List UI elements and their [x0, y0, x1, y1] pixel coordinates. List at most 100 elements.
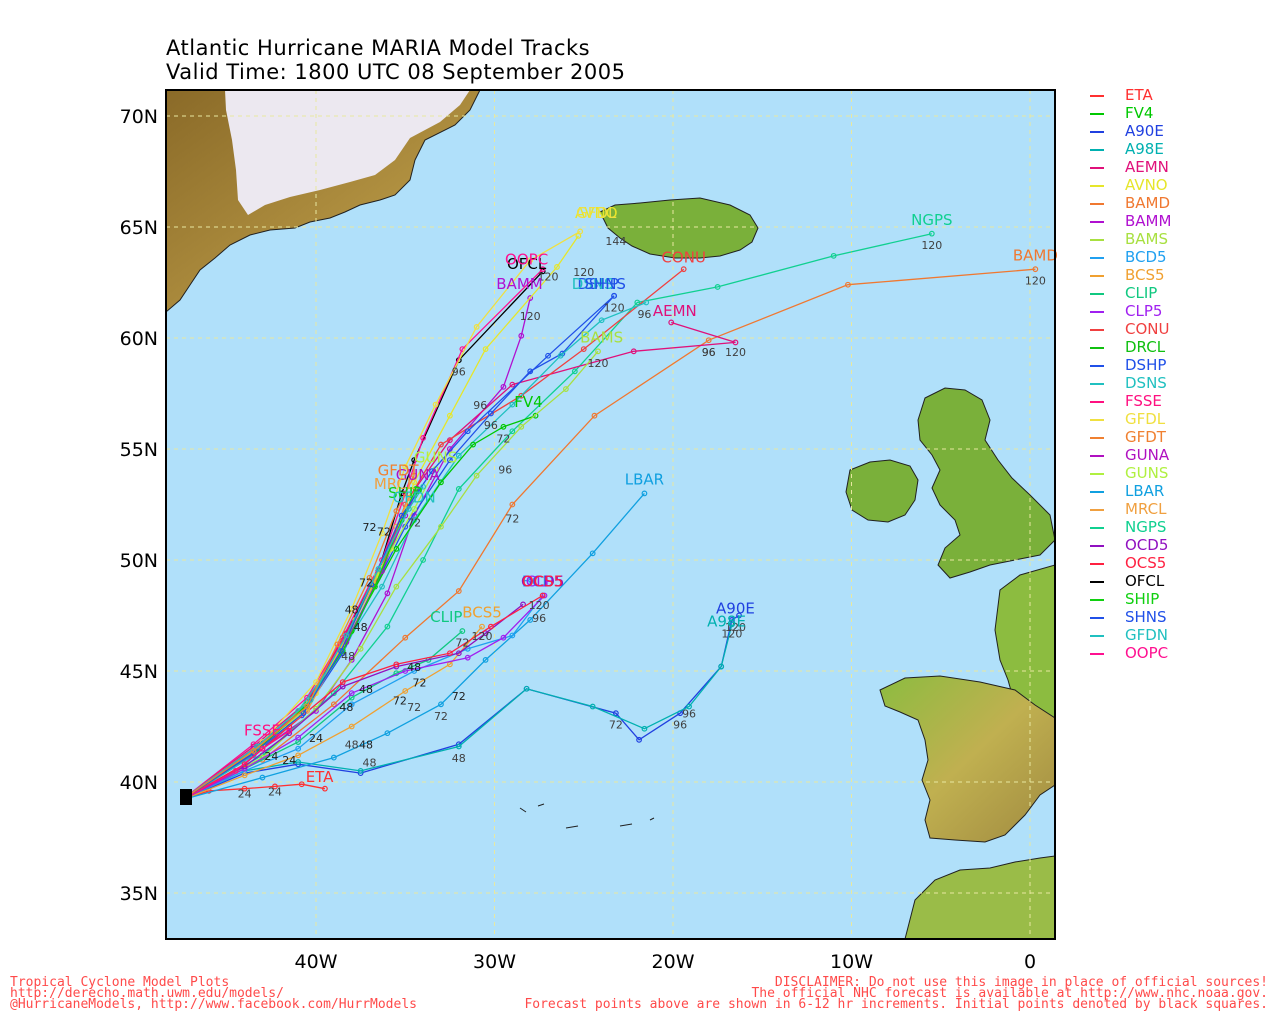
track-point: [736, 612, 742, 619]
track-label-dsns: DSNS: [572, 275, 614, 293]
forecast-hour-label: 96: [452, 366, 466, 379]
track-point: [241, 785, 248, 792]
track-point: [718, 663, 725, 670]
track-label-gfdn: GFDN: [393, 488, 436, 506]
track-point: [455, 588, 462, 594]
legend-label: SHNS: [1125, 608, 1167, 626]
legend-label: CONU: [1125, 320, 1170, 338]
legend-label: BAMM: [1125, 212, 1172, 230]
forecast-hour-label: 48: [407, 661, 421, 674]
forecast-hour-label: 120: [573, 266, 594, 279]
legend-label: OCD5: [1125, 536, 1169, 554]
forecast-hour-label: 120: [725, 346, 746, 359]
track-point: [580, 346, 587, 353]
track-point: [518, 423, 525, 430]
legend-item-a90e: A90E: [1090, 122, 1164, 140]
ocean: [166, 90, 1055, 939]
legend-item-bams: BAMS: [1090, 230, 1168, 248]
track-point: [420, 435, 427, 441]
legend-label: ETA: [1125, 86, 1153, 104]
legend-item-fv4: FV4: [1090, 104, 1153, 122]
track-label-ngps: NGPS: [911, 211, 952, 229]
track-point: [402, 668, 409, 674]
map-frame: [165, 89, 1056, 940]
legend-label: OCS5: [1125, 554, 1167, 572]
legend-item-avno: AVNO: [1090, 176, 1168, 194]
legend-item-lbar: LBAR: [1090, 482, 1164, 500]
track-point: [432, 401, 439, 408]
legend-item-guns: GUNS: [1090, 464, 1168, 482]
legend-swatch: [1090, 508, 1104, 511]
legend-swatch: [1090, 634, 1104, 637]
track-label-shns: SHNS: [584, 275, 626, 293]
legend-swatch: [1090, 148, 1104, 151]
track-point: [446, 457, 453, 464]
track-point: [348, 723, 355, 730]
track-line-ocd5: [181, 603, 524, 801]
track-point: [577, 228, 584, 235]
track-point: [598, 317, 605, 324]
legend-swatch: [1090, 400, 1104, 403]
lat-tick-label: 70N: [120, 106, 158, 128]
legend-swatch: [1090, 652, 1104, 655]
map-valid-time: Valid Time: 1800 UTC 08 September 2005: [166, 60, 626, 84]
track-point: [343, 632, 350, 639]
legend-item-eta: ETA: [1090, 86, 1153, 104]
forecast-hour-label: 72: [452, 690, 466, 703]
track-point: [563, 386, 569, 392]
track-point: [446, 650, 453, 657]
track-point: [402, 490, 409, 497]
legend-label: FSSE: [1125, 392, 1162, 410]
forecast-hour-label: 24: [238, 788, 252, 801]
track-label-a90e: A90E: [716, 599, 755, 617]
track-point: [595, 348, 601, 355]
track-point: [295, 759, 302, 765]
track-label-oopc: OOPC: [505, 251, 548, 269]
lat-tick-label: 60N: [120, 328, 158, 350]
track-point: [384, 590, 391, 597]
track-point: [482, 630, 489, 637]
legend-item-conu: CONU: [1090, 320, 1169, 338]
forecast-hour-label: 48: [345, 603, 359, 616]
track-point: [539, 266, 546, 273]
track-point: [500, 423, 507, 430]
lon-tick-label: 40W: [295, 951, 338, 973]
forecast-hour-label: 120: [921, 239, 942, 252]
track-point: [641, 725, 648, 732]
track-point: [295, 752, 302, 759]
legend-swatch: [1090, 238, 1104, 241]
footer-line: @HurricaneModels, http://www.facebook.co…: [10, 997, 417, 1012]
forecast-hour-label: 96: [532, 612, 546, 625]
legend-label: DRCL: [1125, 338, 1166, 356]
track-label-clp5: CLP5: [526, 573, 563, 591]
track-point: [393, 583, 400, 590]
track-point: [643, 299, 650, 306]
iberia: [879, 675, 1055, 843]
legend-swatch: [1090, 562, 1104, 565]
legend-label: GFDT: [1125, 428, 1166, 446]
track-point: [232, 768, 239, 774]
track-point: [473, 472, 480, 479]
forecast-hour-label: 24: [282, 754, 296, 767]
legend-label: LBAR: [1125, 482, 1165, 500]
track-point: [509, 401, 516, 408]
track-label-gfdt: GFDT: [378, 462, 420, 480]
lon-tick-label: 30W: [473, 951, 516, 973]
track-point: [554, 264, 560, 270]
track-point: [438, 479, 444, 486]
forecast-hour-label: 120: [1025, 275, 1046, 288]
lat-tick-label: 35N: [120, 883, 158, 905]
forecast-hour-label: 96: [702, 346, 716, 359]
legend-swatch: [1090, 256, 1104, 259]
legend-swatch: [1090, 382, 1104, 385]
track-point: [295, 745, 302, 752]
legend-swatch: [1090, 580, 1104, 583]
legend-label: GUNA: [1125, 446, 1170, 464]
forecast-hour-label: 72: [455, 637, 469, 650]
legend-label: OOPC: [1125, 644, 1169, 662]
track-point: [539, 592, 546, 599]
track-point: [286, 728, 293, 734]
legend-swatch: [1090, 94, 1104, 97]
track-line-bamd: [181, 268, 1036, 801]
track-point: [523, 685, 530, 692]
